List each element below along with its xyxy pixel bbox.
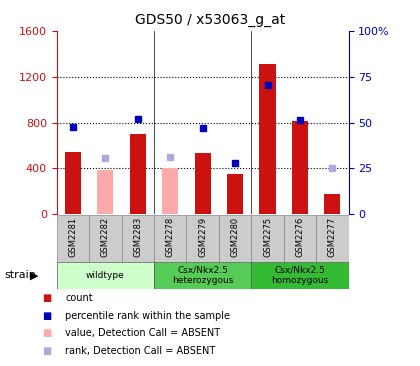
Bar <box>97 169 113 214</box>
Text: GSM2276: GSM2276 <box>295 217 304 257</box>
Bar <box>292 122 308 214</box>
Bar <box>227 174 243 214</box>
Text: value, Detection Call = ABSENT: value, Detection Call = ABSENT <box>65 328 220 339</box>
Bar <box>121 215 154 262</box>
Text: rank, Detection Call = ABSENT: rank, Detection Call = ABSENT <box>65 346 215 356</box>
Text: GSM2280: GSM2280 <box>231 217 239 257</box>
Bar <box>316 215 349 262</box>
Text: Csx/Nkx2.5
homozygous: Csx/Nkx2.5 homozygous <box>271 266 328 285</box>
Text: ■: ■ <box>42 293 51 303</box>
Bar <box>57 215 89 262</box>
Text: percentile rank within the sample: percentile rank within the sample <box>65 311 230 321</box>
Bar <box>57 262 154 289</box>
Bar <box>89 215 121 262</box>
Text: ■: ■ <box>42 346 51 356</box>
Bar <box>154 262 251 289</box>
Bar <box>219 215 251 262</box>
Text: wildtype: wildtype <box>86 271 125 280</box>
Bar <box>65 152 81 214</box>
Text: GSM2282: GSM2282 <box>101 217 110 257</box>
Bar <box>324 194 341 214</box>
Text: GSM2283: GSM2283 <box>133 217 142 257</box>
Text: ■: ■ <box>42 311 51 321</box>
Bar <box>260 64 276 214</box>
Text: GDS50 / x53063_g_at: GDS50 / x53063_g_at <box>135 13 285 27</box>
Text: Csx/Nkx2.5
heterozygous: Csx/Nkx2.5 heterozygous <box>172 266 234 285</box>
Text: count: count <box>65 293 93 303</box>
Text: GSM2278: GSM2278 <box>166 217 175 257</box>
Bar <box>251 262 349 289</box>
Text: ▶: ▶ <box>30 270 39 280</box>
Text: strain: strain <box>4 270 36 280</box>
Text: GSM2275: GSM2275 <box>263 217 272 257</box>
Text: GSM2279: GSM2279 <box>198 217 207 257</box>
Bar <box>284 215 316 262</box>
Bar <box>130 134 146 214</box>
Bar <box>251 215 284 262</box>
Bar <box>154 215 186 262</box>
Text: ■: ■ <box>42 328 51 339</box>
Bar <box>162 168 178 214</box>
Bar <box>186 215 219 262</box>
Bar <box>194 153 211 214</box>
Text: GSM2281: GSM2281 <box>68 217 77 257</box>
Text: GSM2277: GSM2277 <box>328 217 337 257</box>
